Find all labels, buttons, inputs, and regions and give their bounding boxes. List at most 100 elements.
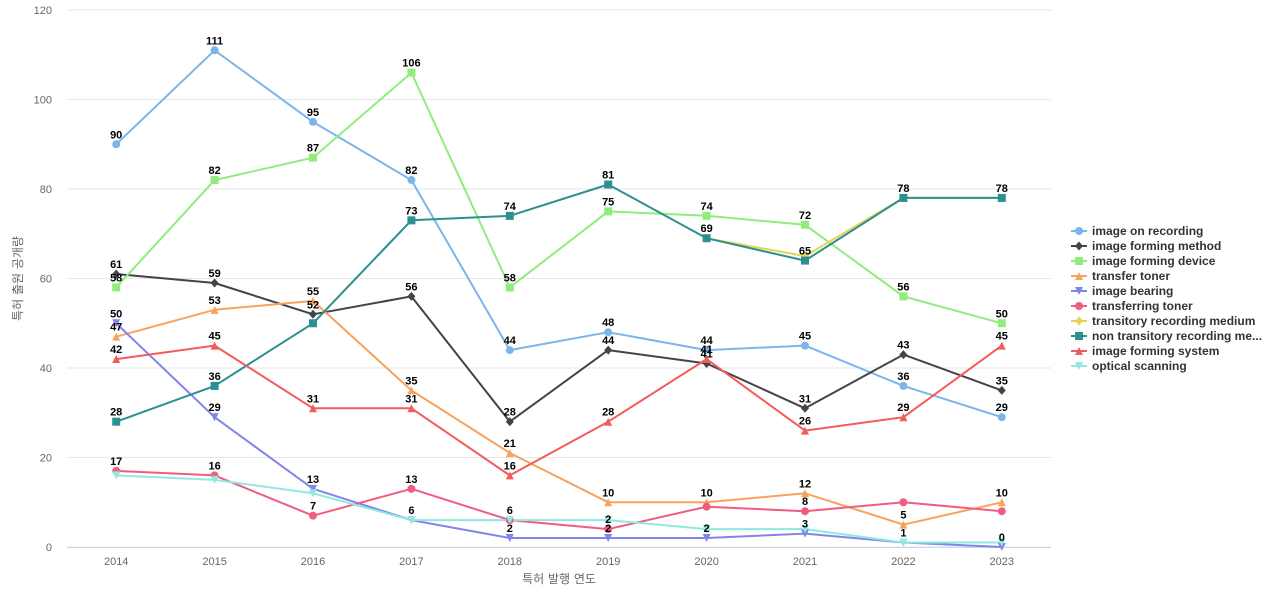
data-point[interactable] — [899, 538, 908, 547]
data-point[interactable] — [309, 484, 317, 493]
legend-item[interactable]: image forming system — [1071, 344, 1219, 358]
data-point[interactable] — [112, 269, 121, 279]
data-point[interactable] — [997, 413, 1006, 422]
data-point[interactable] — [604, 328, 613, 337]
data-point[interactable] — [801, 489, 809, 498]
data-point[interactable] — [899, 520, 908, 529]
data-point[interactable] — [210, 278, 219, 288]
data-point[interactable] — [505, 471, 514, 480]
legend-item[interactable]: image forming method — [1071, 239, 1221, 253]
data-point[interactable] — [997, 507, 1006, 516]
data-point[interactable] — [801, 426, 809, 435]
data-point[interactable] — [702, 534, 711, 543]
data-point[interactable] — [112, 417, 121, 426]
legend-item[interactable]: optical scanning — [1071, 359, 1187, 373]
data-point[interactable] — [899, 193, 908, 202]
data-point[interactable] — [997, 319, 1006, 328]
data-point[interactable] — [801, 507, 809, 516]
data-point[interactable] — [702, 502, 711, 511]
data-point[interactable] — [407, 176, 416, 185]
data-point[interactable] — [210, 341, 219, 350]
data-point[interactable] — [407, 216, 416, 225]
data-point[interactable] — [505, 283, 514, 292]
data-point[interactable] — [604, 345, 613, 355]
data-point[interactable] — [702, 346, 711, 355]
data-point[interactable] — [604, 516, 613, 525]
data-point[interactable] — [112, 319, 121, 328]
data-point[interactable] — [702, 355, 711, 364]
legend-item[interactable]: transfer toner — [1071, 269, 1170, 283]
data-point[interactable] — [407, 386, 416, 395]
data-point[interactable] — [112, 140, 121, 149]
data-label: 44 — [602, 335, 615, 347]
data-point[interactable] — [505, 534, 514, 543]
data-point[interactable] — [702, 234, 711, 243]
data-point[interactable] — [112, 471, 121, 480]
data-point[interactable] — [505, 449, 514, 458]
data-point[interactable] — [407, 291, 416, 301]
data-point[interactable] — [604, 525, 613, 534]
data-label: 50 — [110, 308, 122, 320]
data-point[interactable] — [702, 525, 711, 534]
data-point[interactable] — [309, 296, 317, 305]
data-point[interactable] — [997, 193, 1006, 202]
legend-item[interactable]: image on recording — [1071, 224, 1203, 238]
data-point[interactable] — [505, 211, 514, 220]
data-label: 6 — [507, 505, 513, 517]
data-point[interactable] — [309, 489, 317, 498]
legend-item[interactable]: non transitory recording me... — [1071, 329, 1262, 343]
data-point[interactable] — [801, 403, 809, 413]
data-point[interactable] — [210, 413, 219, 422]
data-point[interactable] — [899, 381, 908, 390]
data-point[interactable] — [112, 355, 121, 364]
data-point[interactable] — [997, 538, 1006, 547]
data-point[interactable] — [112, 283, 121, 292]
data-point[interactable] — [997, 341, 1006, 350]
data-point[interactable] — [210, 475, 219, 484]
data-point[interactable] — [407, 404, 416, 413]
data-point[interactable] — [899, 350, 908, 360]
data-point[interactable] — [702, 211, 711, 220]
data-point[interactable] — [309, 319, 317, 328]
data-point[interactable] — [407, 68, 416, 77]
data-point[interactable] — [309, 117, 317, 126]
data-point[interactable] — [604, 534, 613, 543]
data-label: 48 — [602, 317, 614, 329]
data-point[interactable] — [899, 292, 908, 301]
data-point[interactable] — [309, 511, 317, 520]
data-point[interactable] — [309, 404, 317, 413]
data-point[interactable] — [801, 256, 809, 265]
data-point[interactable] — [604, 417, 613, 426]
legend-item[interactable]: image bearing — [1071, 284, 1173, 298]
data-point[interactable] — [997, 543, 1006, 551]
data-point[interactable] — [505, 516, 514, 525]
data-point[interactable] — [604, 498, 613, 507]
legend-item[interactable]: image forming device — [1071, 254, 1216, 268]
data-point[interactable] — [801, 525, 809, 534]
data-point[interactable] — [801, 341, 809, 350]
data-point[interactable] — [997, 498, 1006, 507]
data-point[interactable] — [505, 417, 514, 427]
data-point[interactable] — [899, 413, 908, 422]
data-point[interactable] — [210, 305, 219, 314]
data-point[interactable] — [407, 516, 416, 525]
data-point[interactable] — [899, 498, 908, 507]
data-point[interactable] — [997, 385, 1006, 395]
legend-item[interactable]: transitory recording medium — [1071, 314, 1255, 328]
data-point[interactable] — [309, 153, 317, 162]
data-point[interactable] — [210, 176, 219, 185]
data-point[interactable] — [604, 207, 613, 216]
data-point[interactable] — [112, 332, 121, 341]
data-point[interactable] — [309, 309, 317, 319]
data-point[interactable] — [210, 46, 219, 55]
series-line — [115, 71, 1003, 325]
data-point[interactable] — [604, 180, 613, 189]
data-point[interactable] — [801, 529, 809, 538]
data-point[interactable] — [801, 220, 809, 229]
legend-item[interactable]: transferring toner — [1071, 299, 1193, 313]
data-point[interactable] — [505, 346, 514, 355]
data-point[interactable] — [407, 484, 416, 493]
data-point[interactable] — [210, 381, 219, 390]
legend-marker — [1075, 347, 1083, 355]
